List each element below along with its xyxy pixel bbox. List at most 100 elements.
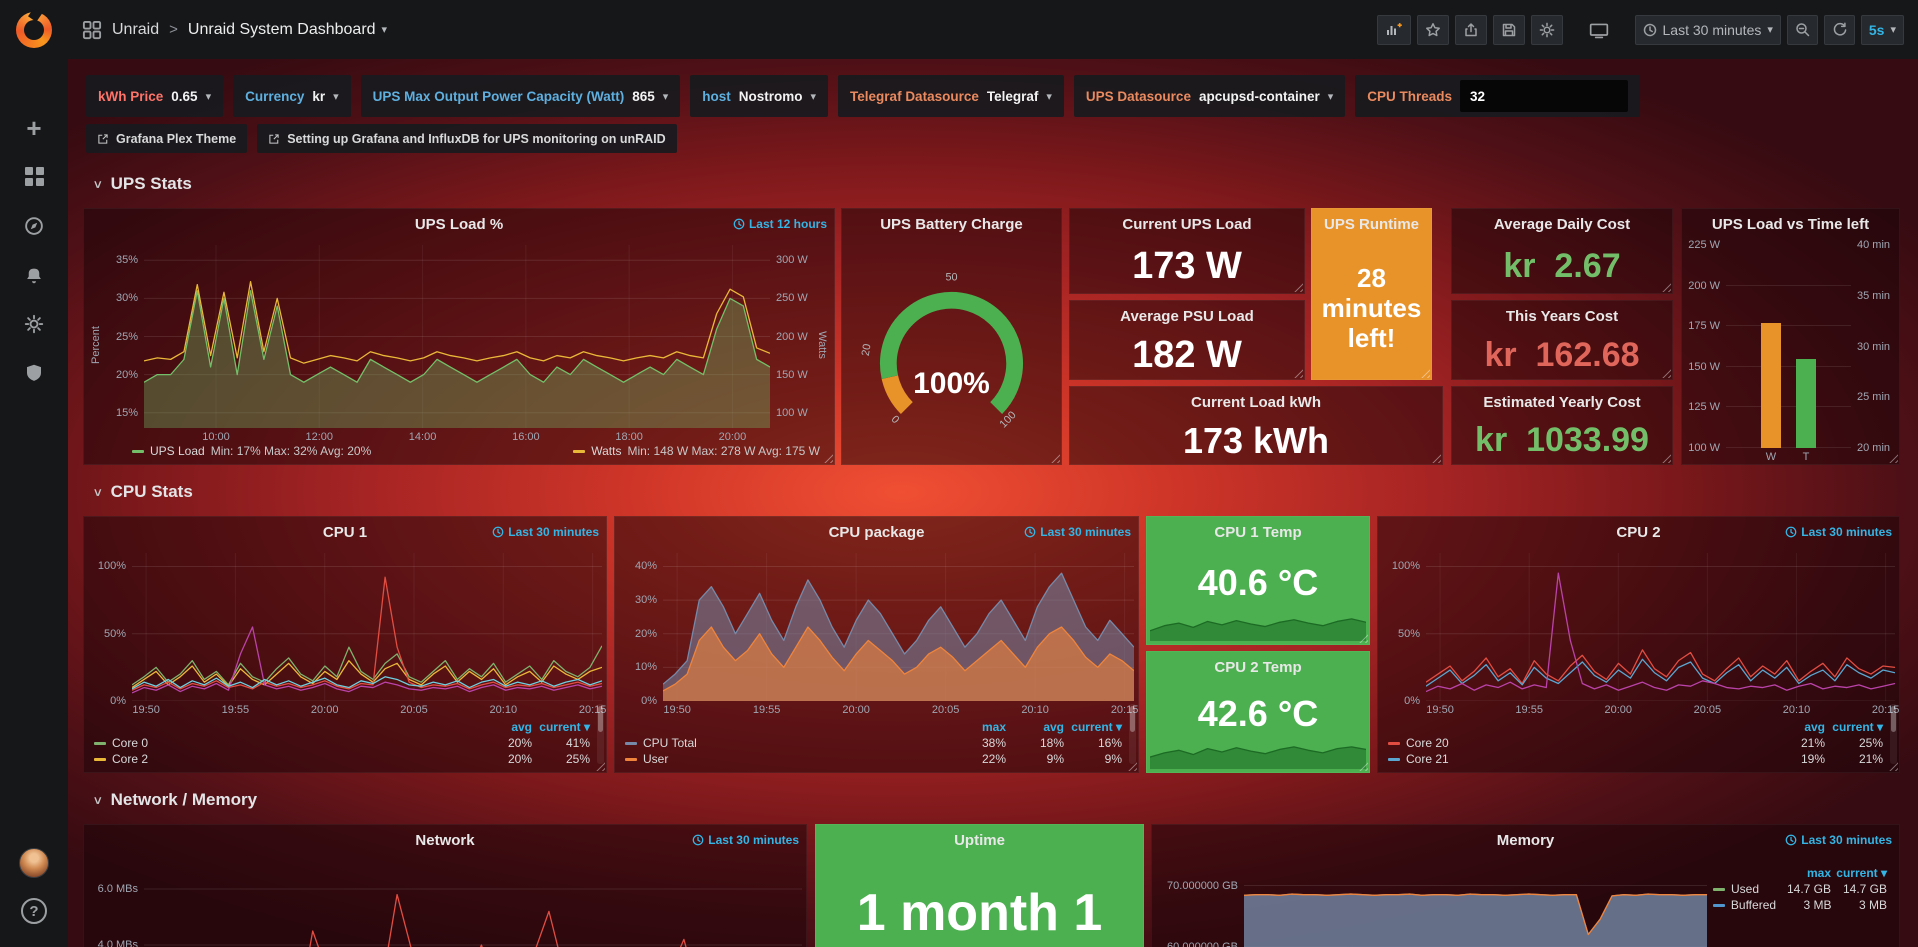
panel-title[interactable]: Network — [415, 831, 475, 849]
legend-value: 9% — [1104, 752, 1122, 766]
variable-ups-max-output-power-capacity-watt[interactable]: UPS Max Output Power Capacity (Watt) 865 ▾ — [360, 75, 681, 117]
legend-value: 20% — [507, 736, 532, 750]
legend-swatch — [94, 757, 106, 761]
refresh-button[interactable] — [1823, 14, 1855, 45]
legend-col-avg[interactable]: avg — [1804, 720, 1825, 734]
share-icon — [1464, 22, 1477, 36]
stat-value: 42.6 °C — [1197, 693, 1319, 734]
panel-title[interactable]: Current Load kWh — [1191, 393, 1321, 411]
legend-item-core-0[interactable]: Core 0 20% 41% — [94, 735, 590, 751]
axis-tick: 19:50 — [132, 704, 160, 716]
legend-item-user[interactable]: User 22% 9% 9% — [625, 751, 1122, 767]
panel-title[interactable]: UPS Runtime — [1323, 215, 1419, 233]
sidebar-item-dashboards[interactable] — [0, 152, 68, 201]
star-button[interactable] — [1416, 14, 1449, 45]
legend-series-name: Core 2 — [112, 752, 149, 766]
legend-item-core-21[interactable]: Core 21 19% 21% — [1388, 751, 1883, 767]
dashboard-link-setting-up-grafana-and-influxdb-for-ups-monitoring-on-unraid[interactable]: Setting up Grafana and InfluxDB for UPS … — [257, 124, 677, 153]
dashboard-settings-button[interactable] — [1530, 14, 1563, 45]
panel-title[interactable]: CPU package — [828, 523, 925, 541]
row-header-network-memory[interactable]: > Network / Memory — [90, 790, 257, 810]
chevron-down-icon: > — [90, 488, 106, 496]
panel-title[interactable]: Current UPS Load — [1122, 215, 1252, 233]
variable-ups-datasource[interactable]: UPS Datasource apcupsd-container ▾ — [1073, 75, 1346, 117]
dashboard-title-dropdown[interactable]: Unraid System Dashboard ▾ — [188, 21, 387, 39]
legend-item-core-20[interactable]: Core 20 21% 25% — [1388, 735, 1883, 751]
row-header-ups-stats[interactable]: > UPS Stats — [90, 174, 192, 194]
variable-host[interactable]: host Nostromo ▾ — [690, 75, 829, 117]
legend-item-used[interactable]: Used 14.7 GB 14.7 GB — [1713, 881, 1887, 897]
legend-item-watts[interactable]: Watts Min: 148 W Max: 278 W Avg: 175 W — [573, 444, 820, 458]
legend-col-max[interactable]: max — [1806, 866, 1831, 880]
panel-title[interactable]: Average PSU Load — [1120, 307, 1254, 325]
legend-value: 16% — [1097, 736, 1122, 750]
legend-item-core-2[interactable]: Core 2 20% 25% — [94, 751, 590, 767]
axis-tick: 15% — [115, 406, 138, 419]
sidebar-item-create[interactable]: + — [0, 103, 68, 152]
panel-title[interactable]: UPS Load vs Time left — [1711, 215, 1870, 233]
dashboard-grid-icon[interactable] — [82, 20, 102, 40]
legend-value: 14.7 GB — [1786, 882, 1831, 896]
legend-col-current[interactable]: current ▾ — [1071, 720, 1122, 734]
legend-col-current[interactable]: current ▾ — [1832, 720, 1883, 734]
variable-currency[interactable]: Currency kr ▾ — [233, 75, 351, 117]
panel-title[interactable]: Average Daily Cost — [1493, 215, 1631, 233]
panel-title[interactable]: UPS Load % — [414, 215, 504, 233]
legend-col-current[interactable]: current ▾ — [539, 720, 590, 734]
cycle-view-button[interactable] — [1581, 15, 1617, 45]
panel-title[interactable]: This Years Cost — [1505, 307, 1619, 325]
legend-value: 25% — [1858, 736, 1883, 750]
grafana-logo-icon[interactable] — [0, 8, 68, 52]
legend-series-name: Used — [1731, 882, 1760, 896]
stat-value: kr 2.67 — [1503, 246, 1621, 285]
variable-kwh-price[interactable]: kWh Price 0.65 ▾ — [86, 75, 224, 117]
panel-cpu-package: CPU package Last 30 minutes 40% 30% 20% 10%… — [614, 516, 1139, 773]
legend-col-max[interactable]: max — [981, 720, 1006, 734]
legend-swatch — [1388, 757, 1400, 761]
legend-scrollbar[interactable] — [597, 704, 604, 764]
sidebar-help[interactable]: ? — [0, 893, 68, 929]
panel-average-psu-load: Average PSU Load 182 W — [1069, 300, 1305, 380]
legend-col-current[interactable]: current ▾ — [1836, 866, 1887, 880]
chevron-down-icon: ▾ — [1767, 24, 1773, 36]
axis-tick: 125 W — [1688, 401, 1720, 414]
legend-col-avg[interactable]: avg — [1043, 720, 1064, 734]
panel-title[interactable]: Estimated Yearly Cost — [1483, 393, 1641, 411]
sidebar-item-explore[interactable] — [0, 201, 68, 250]
zoom-out-button[interactable] — [1786, 14, 1818, 45]
add-panel-button[interactable] — [1376, 14, 1411, 45]
legend-col-avg[interactable]: avg — [511, 720, 532, 734]
variable-telegraf-datasource[interactable]: Telegraf Datasource Telegraf ▾ — [838, 75, 1064, 117]
panel-title[interactable]: CPU 1 Temp — [1214, 523, 1302, 541]
panel-title[interactable]: CPU 2 — [1616, 523, 1661, 541]
variable-input[interactable]: 32 — [1460, 80, 1629, 112]
panel-title[interactable]: CPU 1 — [322, 523, 368, 541]
share-button[interactable] — [1454, 14, 1487, 45]
panel-title[interactable]: UPS Battery Charge — [880, 215, 1023, 233]
legend-value: 20% — [507, 752, 532, 766]
sidebar-item-configuration[interactable] — [0, 299, 68, 348]
save-button[interactable] — [1492, 14, 1525, 45]
panel-uptime: Uptime 1 month 1 — [815, 824, 1144, 947]
legend-item-ups-load[interactable]: UPS Load Min: 17% Max: 32% Avg: 20% — [132, 444, 371, 458]
dashboard-link-grafana-plex-theme[interactable]: Grafana Plex Theme — [86, 124, 248, 153]
panel-title[interactable]: Memory — [1496, 831, 1555, 849]
panel-title[interactable]: Uptime — [954, 831, 1005, 849]
variable-cpu-threads[interactable]: CPU Threads 32 — [1355, 75, 1641, 117]
sidebar-item-server-admin[interactable] — [0, 348, 68, 397]
panel-time-range: Last 30 minutes — [1024, 525, 1131, 539]
legend-scrollbar[interactable] — [1890, 704, 1897, 764]
legend-scrollbar[interactable] — [1129, 704, 1136, 764]
axis-tick: 20:00 — [842, 704, 870, 716]
sidebar-avatar[interactable] — [0, 845, 68, 881]
refresh-interval-dropdown[interactable]: 5s ▾ — [1860, 14, 1904, 45]
legend-item-cpu-total[interactable]: CPU Total 38% 18% 16% — [625, 735, 1122, 751]
time-range-picker[interactable]: Last 30 minutes ▾ — [1634, 14, 1781, 45]
sidebar-item-alerting[interactable] — [0, 250, 68, 299]
legend-item-buffered[interactable]: Buffered 3 MB 3 MB — [1713, 897, 1887, 913]
y2-axis-ticks: 40 min 35 min 30 min 25 min 20 min — [1851, 239, 1895, 454]
breadcrumb-app[interactable]: Unraid — [112, 20, 160, 38]
row-header-cpu-stats[interactable]: > CPU Stats — [90, 482, 192, 502]
legend-swatch — [1388, 741, 1400, 745]
panel-title[interactable]: CPU 2 Temp — [1214, 658, 1302, 676]
